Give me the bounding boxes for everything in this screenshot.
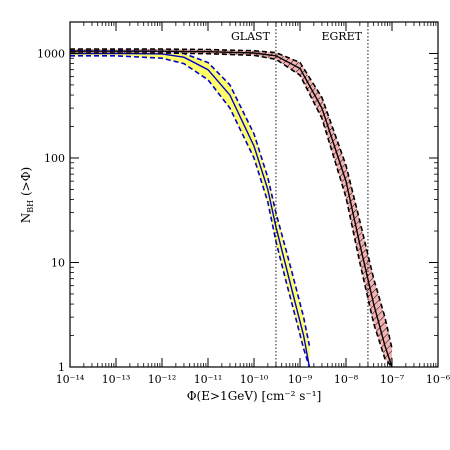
y-tick-label: 1000 xyxy=(37,47,65,60)
x-tick-label: 10⁻¹³ xyxy=(102,373,131,386)
series-0-upper-bound xyxy=(70,50,311,346)
x-tick-label: 10⁻¹⁴ xyxy=(56,373,85,386)
y-tick-label: 10 xyxy=(51,256,65,269)
series-0-band xyxy=(70,50,310,367)
series-1-lower-bound xyxy=(70,52,393,367)
reference-label-1: EGRET xyxy=(321,30,362,43)
x-tick-label: 10⁻¹⁰ xyxy=(240,373,269,386)
series-0-lower-bound xyxy=(70,55,311,367)
y-axis-label: NBH (>Φ) xyxy=(19,167,35,223)
x-tick-label: 10⁻⁹ xyxy=(288,373,313,386)
x-tick-label: 10⁻¹¹ xyxy=(194,373,223,386)
axis-ticks: 10⁻¹⁴ 10⁻¹³ 10⁻¹² 10⁻¹¹ 10⁻¹⁰ 10⁻⁹ 10⁻⁸ 10⁻⁷ 10⁻… xyxy=(37,21,450,386)
plot-frame xyxy=(69,21,439,368)
uncertainty-bands xyxy=(70,49,392,367)
y-tick-label: 100 xyxy=(44,152,65,165)
series-1-upper-bound xyxy=(70,48,393,349)
reference-lines: GLAST EGRET xyxy=(231,22,369,367)
x-tick-label: 10⁻⁸ xyxy=(334,373,359,386)
x-axis-label: Φ(E>1GeV) [cm⁻² s⁻¹] xyxy=(187,389,322,403)
x-tick-label: 10⁻¹² xyxy=(148,373,177,386)
x-tick-label: 10⁻⁶ xyxy=(426,373,450,386)
series-curves xyxy=(70,48,393,367)
x-tick-label: 10⁻⁷ xyxy=(380,373,405,386)
series-1-line xyxy=(70,50,393,367)
y-tick-label: 1 xyxy=(58,361,65,374)
reference-label-0: GLAST xyxy=(231,30,271,43)
series-0-line xyxy=(70,52,311,367)
